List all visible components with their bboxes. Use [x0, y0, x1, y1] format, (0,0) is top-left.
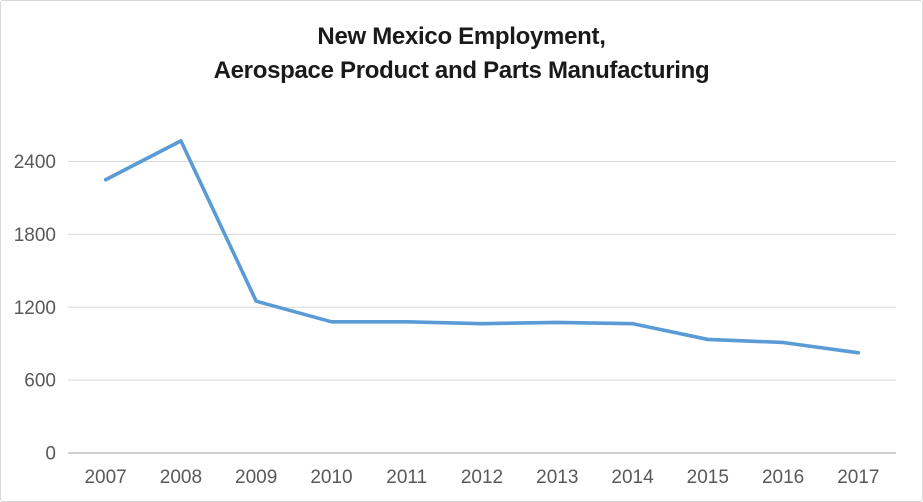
x-axis-labels: 2007 2008 2009 2010 2011 2012 2013 2014 2015 2016… [84, 467, 879, 488]
y-tick-label: 1800 [14, 225, 56, 246]
y-tick-label: 1200 [14, 298, 56, 319]
x-tick-label: 2010 [310, 467, 352, 488]
x-tick-label: 2013 [536, 467, 578, 488]
x-tick-label: 2009 [235, 467, 277, 488]
x-tick-label: 2007 [84, 467, 126, 488]
y-tick-label: 600 [24, 371, 56, 392]
y-tick-label: 2400 [14, 152, 56, 173]
x-tick-label: 2008 [160, 467, 202, 488]
x-tick-label: 2014 [611, 467, 654, 488]
x-tick-label: 2012 [461, 467, 503, 488]
y-tick-label: 0 [45, 444, 56, 465]
x-tick-label: 2016 [762, 467, 804, 488]
gridlines [68, 161, 896, 454]
x-tick-label: 2015 [687, 467, 729, 488]
x-tick-label: 2011 [386, 467, 427, 488]
y-axis-labels: 0 600 1200 1800 2400 [14, 152, 56, 465]
employment-line-series [103, 139, 861, 355]
x-tick-label: 2017 [837, 467, 879, 488]
